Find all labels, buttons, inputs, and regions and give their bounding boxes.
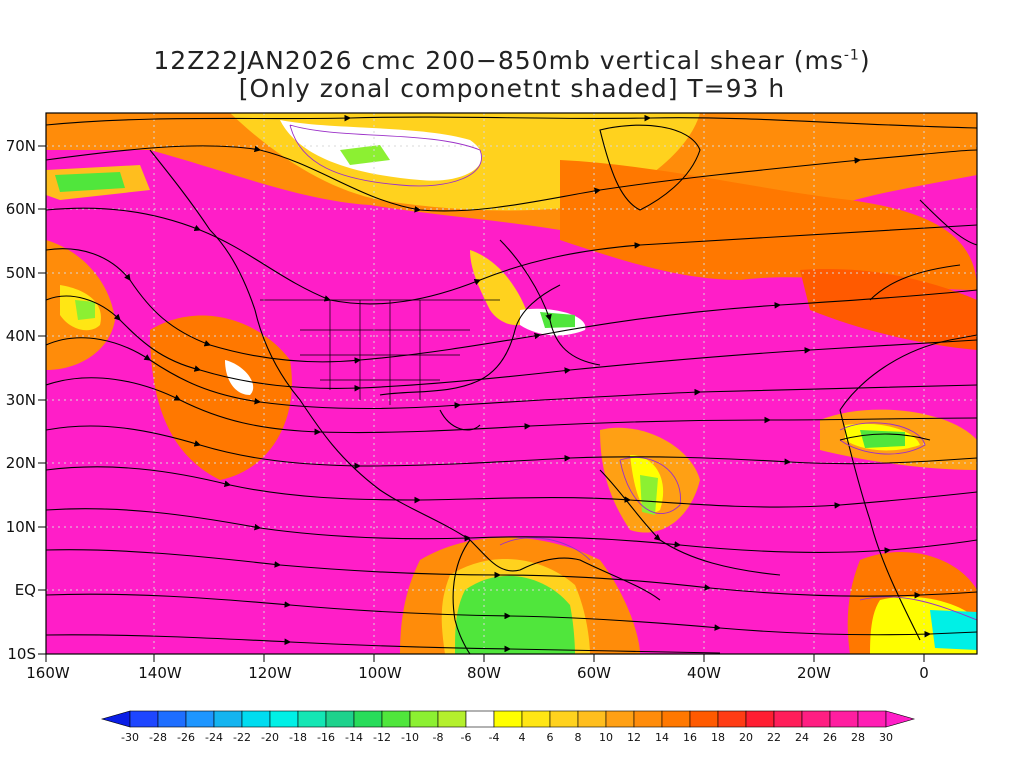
lon-label-60w: 60W xyxy=(577,664,611,682)
lat-label-10n: 10N xyxy=(6,518,36,536)
colorbar-arrow-left xyxy=(100,710,131,728)
colorbar-label: -28 xyxy=(149,731,167,744)
lat-labels: 70N 60N 50N 40N 30N 20N 10N EQ 10S xyxy=(6,137,36,663)
colorbar-label: 28 xyxy=(851,731,865,744)
lon-label-20w: 20W xyxy=(797,664,831,682)
colorbar-label: -4 xyxy=(489,731,500,744)
colorbar-box xyxy=(297,710,327,728)
lat-label-30n: 30N xyxy=(6,391,36,409)
axis-ticks xyxy=(38,145,925,662)
shading-green-midatlantic xyxy=(640,475,658,515)
colorbar: -30 -28 -26 -24 -22 -20 -18 -16 -14 -12 -10 -8 -6 -4 4… xyxy=(100,710,916,744)
colorbar-label: 18 xyxy=(711,731,725,744)
colorbar-box xyxy=(241,710,271,728)
colorbar-label: 30 xyxy=(879,731,893,744)
colorbar-label: 20 xyxy=(739,731,753,744)
colorbar-label: 24 xyxy=(795,731,809,744)
colorbar-box xyxy=(465,710,495,728)
colorbar-box xyxy=(717,710,747,728)
lon-label-80w: 80W xyxy=(467,664,501,682)
lon-label-100w: 100W xyxy=(358,664,402,682)
colorbar-label: -8 xyxy=(433,731,444,744)
colorbar-label: -24 xyxy=(205,731,223,744)
streamlines xyxy=(46,114,977,654)
shading-cyan-safrica xyxy=(930,610,977,650)
colorbar-box xyxy=(521,710,551,728)
shading-red-europe xyxy=(800,269,977,350)
colorbar-box xyxy=(353,710,383,728)
lat-label-10s: 10S xyxy=(7,645,36,663)
colorbar-box xyxy=(185,710,215,728)
lat-label-40n: 40N xyxy=(6,327,36,345)
lat-label-60n: 60N xyxy=(6,200,36,218)
map-frame xyxy=(45,112,978,655)
colorbar-label: -26 xyxy=(177,731,195,744)
lon-label-160w: 160W xyxy=(26,664,70,682)
colorbar-box xyxy=(381,710,411,728)
colorbar-box xyxy=(801,710,831,728)
colorbar-box xyxy=(325,710,355,728)
colorbar-box xyxy=(857,710,887,728)
colorbar-box xyxy=(213,710,243,728)
colorbar-label: -30 xyxy=(121,731,139,744)
colorbar-box xyxy=(829,710,859,728)
lon-label-40w: 40W xyxy=(687,664,721,682)
colorbar-box xyxy=(269,710,299,728)
lat-label-70n: 70N xyxy=(6,137,36,155)
colorbar-label: 10 xyxy=(599,731,613,744)
colorbar-label: 6 xyxy=(547,731,554,744)
colorbar-label: 12 xyxy=(627,731,641,744)
colorbar-label: 14 xyxy=(655,731,669,744)
colorbar-box xyxy=(549,710,579,728)
colorbar-box xyxy=(493,710,523,728)
colorbar-box xyxy=(773,710,803,728)
lon-label-140w: 140W xyxy=(138,664,182,682)
colorbar-box xyxy=(129,710,159,728)
colorbar-box xyxy=(745,710,775,728)
colorbar-label: -20 xyxy=(261,731,279,744)
colorbar-label: 8 xyxy=(575,731,582,744)
lat-label-eq: EQ xyxy=(15,581,36,599)
colorbar-box xyxy=(689,710,719,728)
shading-green-alaska xyxy=(55,172,125,192)
lon-labels: 160W 140W 120W 100W 80W 60W 40W 20W 0 xyxy=(26,664,929,682)
colorbar-box xyxy=(633,710,663,728)
map-plot-area xyxy=(46,113,977,654)
shading-green-pacific xyxy=(75,300,95,320)
colorbar-box xyxy=(605,710,635,728)
lon-label-120w: 120W xyxy=(248,664,292,682)
colorbar-label: 22 xyxy=(767,731,781,744)
lon-label-0: 0 xyxy=(919,664,929,682)
colorbar-label: -14 xyxy=(345,731,363,744)
colorbar-label: 16 xyxy=(683,731,697,744)
colorbar-box xyxy=(157,710,187,728)
colorbar-label: -10 xyxy=(401,731,419,744)
chart-title-line2: [Only zonal componetnt shaded] T=93 h xyxy=(238,74,786,103)
colorbar-box xyxy=(437,710,467,728)
colorbar-label: 4 xyxy=(519,731,526,744)
chart-title-line1: 12Z22JAN2026 cmc 200−850mb vertical shea… xyxy=(153,46,871,75)
colorbar-arrow-right xyxy=(885,710,916,728)
colorbar-box xyxy=(577,710,607,728)
colorbar-box xyxy=(661,710,691,728)
colorbar-label: -18 xyxy=(289,731,307,744)
colorbar-label: -16 xyxy=(317,731,335,744)
colorbar-box xyxy=(409,710,439,728)
colorbar-label: 26 xyxy=(823,731,837,744)
colorbar-label: -6 xyxy=(461,731,472,744)
colorbar-label: -22 xyxy=(233,731,251,744)
shading-green-sahara xyxy=(860,430,905,448)
colorbar-label: -12 xyxy=(373,731,391,744)
lat-label-50n: 50N xyxy=(6,264,36,282)
lat-label-20n: 20N xyxy=(6,454,36,472)
